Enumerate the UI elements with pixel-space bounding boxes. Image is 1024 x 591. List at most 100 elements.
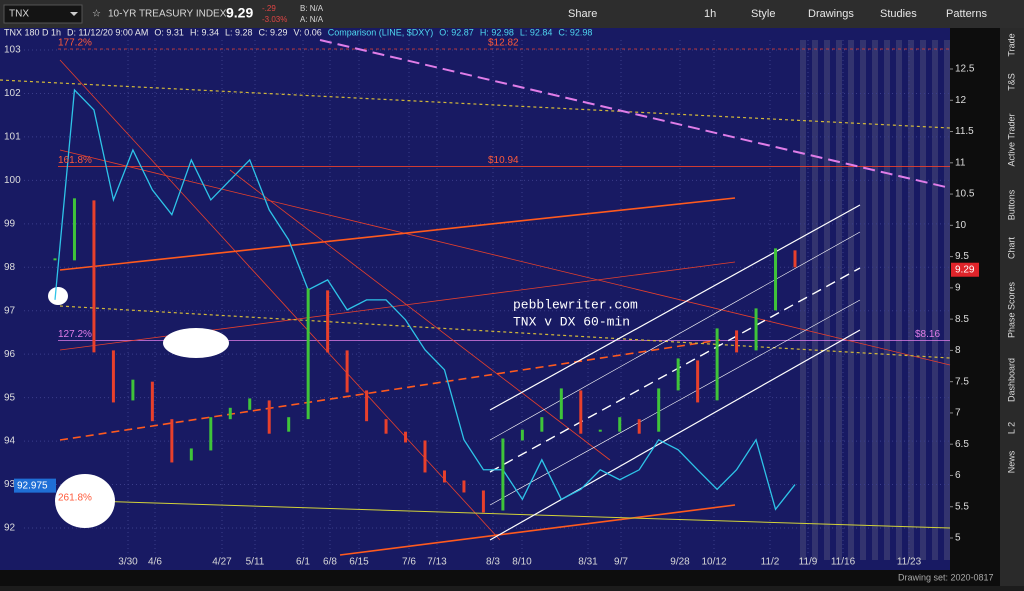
y-tick-label: 95 [4, 392, 16, 403]
star[interactable]: ☆ [92, 9, 101, 20]
y2-tick-label: 7 [955, 408, 961, 419]
sidebar-tab[interactable]: Dashboard [1006, 358, 1016, 402]
ask: A: N/A [300, 15, 324, 24]
bid: B: N/A [300, 4, 324, 13]
pct-label: 177.2% [58, 38, 92, 49]
future-stripe [932, 40, 938, 560]
y-tick-label: 96 [4, 349, 16, 360]
y-tick-label: 99 [4, 218, 16, 229]
description: 10-YR TREASURY INDEX [108, 9, 227, 20]
future-stripe [908, 40, 914, 560]
y2-tick-label: 5 [955, 533, 961, 544]
sidebar-tab[interactable]: Buttons [1006, 189, 1016, 220]
y2-tick-label: 6 [955, 470, 961, 481]
sidebar-tab[interactable]: Phase Scores [1006, 281, 1016, 338]
y-tick-label: 92 [4, 523, 16, 534]
toolbar-button[interactable]: 1h [704, 8, 716, 20]
annotation: pebblewriter.com [513, 297, 638, 312]
pct-label: 127.2% [58, 329, 92, 340]
x-tick-label: 8/10 [512, 557, 532, 568]
toolbar-button[interactable]: Studies [880, 8, 917, 20]
info-item: V: 0.06 [294, 27, 322, 37]
dropdown[interactable] [70, 12, 78, 16]
trendline [59, 197, 736, 271]
sidebar-tab[interactable]: L 2 [1006, 422, 1016, 434]
trendline [59, 499, 951, 529]
info-item: Comparison (LINE, $DXY) [328, 27, 434, 37]
price-tag [951, 262, 979, 277]
trendline [229, 169, 611, 461]
symbol-box[interactable] [3, 4, 83, 24]
y2-tick-label: 7.5 [955, 376, 969, 387]
sidebar-tab[interactable]: News [1006, 450, 1016, 473]
info-item: L: 92.84 [520, 27, 553, 37]
y-tick-label: 97 [4, 305, 16, 316]
toolbar-button[interactable]: Style [751, 8, 775, 20]
x-tick-label: 8/3 [486, 557, 500, 568]
x-tick-label: 9/7 [614, 557, 628, 568]
status-bar [0, 570, 1000, 586]
status: Drawing set: 2020-0817 [898, 572, 994, 582]
future-stripe [872, 40, 878, 560]
y-tick-label: 94 [4, 436, 16, 447]
future-stripe [860, 40, 866, 560]
y-tick-label: 98 [4, 262, 16, 273]
x-tick-label: 6/1 [296, 557, 310, 568]
price-tag-label: 9.29 [955, 264, 975, 275]
sidebar-tab[interactable]: Active Trader [1006, 113, 1016, 166]
info-item: O: 92.87 [439, 27, 474, 37]
future-stripe [884, 40, 890, 560]
toolbar-button[interactable]: Patterns [946, 8, 987, 20]
y2-tick-label: 12 [955, 95, 967, 106]
channel [489, 231, 861, 441]
x-tick-label: 11/16 [831, 557, 856, 568]
x-tick-label: 8/31 [578, 557, 598, 568]
trendline [0, 79, 951, 129]
y2-tick-label: 11.5 [955, 126, 974, 137]
y-tick-label: 101 [4, 132, 21, 143]
plot-area [0, 28, 950, 570]
highlight [48, 287, 68, 305]
trendline [59, 339, 721, 441]
y2-tick-label: 8.5 [955, 314, 969, 325]
channel [489, 267, 861, 473]
x-tick-label: 11/23 [897, 557, 922, 568]
y2-tick-label: 11 [955, 157, 966, 168]
y2-tick-label: 10.5 [955, 189, 975, 200]
trendline [59, 149, 951, 366]
y2-tick-label: 9 [955, 283, 961, 294]
future-stripe [896, 40, 902, 560]
sidebar-tab[interactable]: Chart [1006, 237, 1016, 260]
y-tick-label: 103 [4, 45, 21, 56]
y2-tick-label: 9.5 [955, 251, 969, 262]
toolbar-button[interactable]: Share [568, 8, 597, 20]
highlight [163, 328, 229, 358]
change-pct: -3.03% [262, 15, 287, 24]
info-item: TNX 180 D 1h [4, 27, 61, 37]
sidebar-tab[interactable]: T&S [1006, 73, 1016, 91]
pct-label: 161.8% [58, 155, 92, 166]
x-tick-label: 10/12 [701, 557, 726, 568]
toolbar-button[interactable]: Drawings [808, 8, 854, 20]
highlight [55, 474, 115, 528]
channel [489, 204, 861, 411]
trendline [59, 305, 951, 359]
future-stripe [824, 40, 830, 560]
symbol[interactable]: TNX [9, 9, 29, 20]
future-stripe [836, 40, 842, 560]
price-tag [14, 478, 56, 493]
info-item: C: 92.98 [558, 27, 592, 37]
toolbar [0, 0, 1024, 28]
future-stripe [920, 40, 926, 560]
trendlines [0, 39, 951, 556]
channel [489, 329, 861, 541]
x-tick-label: 11/9 [799, 557, 818, 568]
sidebar-tab[interactable]: Trade [1006, 33, 1016, 56]
info-item: L: 9.28 [225, 27, 253, 37]
annotation: TNX v DX 60-min [513, 314, 630, 329]
info-item: D: 11/12/20 9:00 AM [67, 27, 148, 37]
future-stripe [848, 40, 854, 560]
x-tick-label: 4/27 [212, 557, 232, 568]
y-tick-label: 102 [4, 88, 21, 99]
channel [489, 299, 861, 506]
